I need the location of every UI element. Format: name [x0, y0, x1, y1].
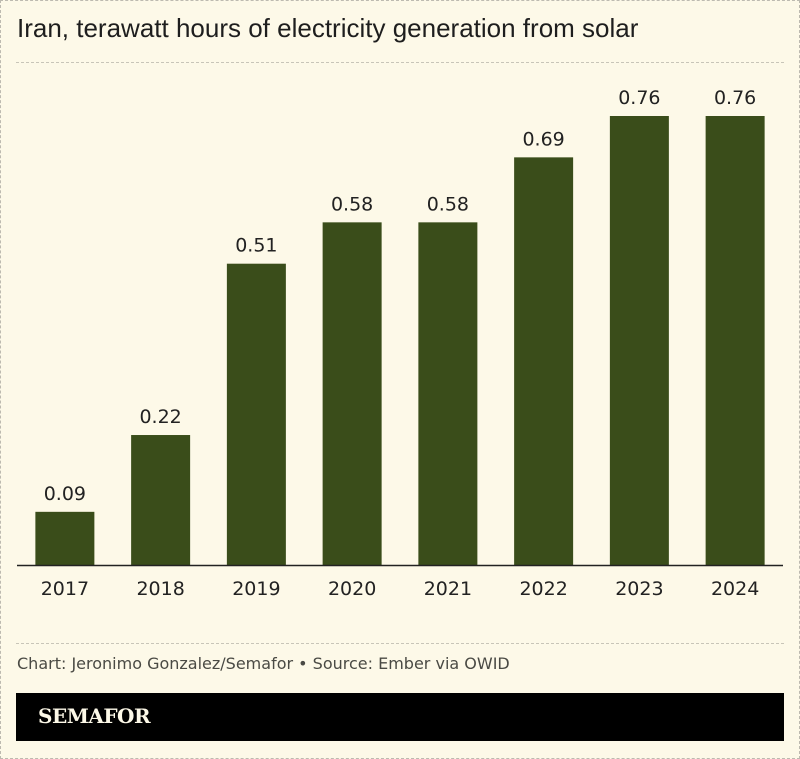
chart-title: Iran, terawatt hours of electricity gene…: [17, 13, 639, 43]
bar-2023: [609, 116, 669, 565]
bar-2022: [514, 157, 574, 565]
data-label: 0.58: [427, 193, 469, 215]
divider-top: [16, 62, 784, 63]
x-tick-label: 2021: [424, 578, 472, 600]
chart-credit: Chart: Jeronimo Gonzalez/Semafor • Sourc…: [17, 654, 510, 673]
x-tick-label: 2024: [711, 578, 759, 600]
data-label: 0.69: [522, 128, 564, 150]
data-label: 0.76: [714, 87, 756, 109]
bar-2021: [418, 222, 478, 565]
data-label: 0.09: [44, 483, 86, 505]
bar-2017: [35, 511, 95, 565]
brand-bar: SEMAFOR: [16, 693, 784, 741]
data-label: 0.76: [618, 87, 660, 109]
x-tick-label: 2020: [328, 578, 376, 600]
x-tick-label: 2018: [136, 578, 184, 600]
brand-logo: SEMAFOR: [38, 704, 151, 728]
data-label: 0.58: [331, 193, 373, 215]
divider-bottom: [16, 643, 784, 644]
bar-2020: [322, 222, 382, 565]
x-tick-label: 2022: [519, 578, 567, 600]
x-tick-label: 2019: [232, 578, 280, 600]
x-tick-label: 2017: [41, 578, 89, 600]
data-label: 0.22: [139, 406, 181, 428]
x-tick-label: 2023: [615, 578, 663, 600]
bar-2019: [226, 263, 286, 565]
bar-2024: [705, 116, 765, 565]
data-label: 0.51: [235, 235, 277, 257]
bar-chart: 0.09 2017 0.22 2018 0.51 2019 0.58 2020 0.58 2021…: [17, 87, 783, 600]
bar-2018: [131, 435, 191, 565]
